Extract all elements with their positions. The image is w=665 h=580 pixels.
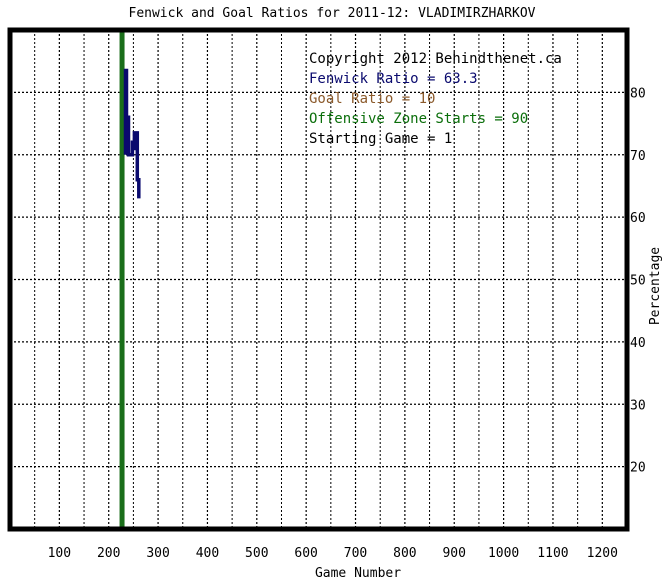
x-tick-label: 1100 xyxy=(537,546,568,561)
annotation-text: Copyright 2012 Behindthenet.ca xyxy=(309,51,562,67)
y-tick-label: 80 xyxy=(630,86,646,101)
y-tick-label: 40 xyxy=(630,336,646,351)
y-tick-label: 60 xyxy=(630,211,646,226)
x-tick-label: 100 xyxy=(48,546,71,561)
x-tick-label: 200 xyxy=(97,546,120,561)
plot-frame xyxy=(7,27,630,532)
chart-title: Fenwick and Goal Ratios for 2011-12: VLA… xyxy=(129,6,536,21)
x-tick-label: 600 xyxy=(294,546,317,561)
x-tick-label: 1000 xyxy=(488,546,519,561)
x-tick-label: 500 xyxy=(245,546,268,561)
annotation-text: Fenwick Ratio = 63.3 xyxy=(309,71,478,87)
annotations: Copyright 2012 Behindthenet.ca Fenwick Ra… xyxy=(309,51,562,147)
y-tick-labels: 20 30 40 50 60 70 80 xyxy=(630,86,646,475)
x-tick-label: 400 xyxy=(196,546,219,561)
y-tick-label: 70 xyxy=(630,149,646,164)
series-group xyxy=(123,68,141,199)
x-tick-label: 900 xyxy=(442,546,465,561)
x-tick-label: 800 xyxy=(393,546,416,561)
y-tick-label: 20 xyxy=(630,461,646,476)
fenwick-ratio-line xyxy=(123,68,141,199)
x-tick-labels: 100 200 300 400 500 600 700 800 900 1000 1100 1200 xyxy=(48,546,618,561)
annotation-text: Goal Ratio = 10 xyxy=(309,91,435,107)
x-tick-label: 700 xyxy=(344,546,367,561)
annotation-text: Offensive Zone Starts = 90 xyxy=(309,111,528,127)
y-axis-title: Percentage xyxy=(648,247,663,325)
x-axis-title: Game Number xyxy=(315,566,401,580)
x-tick-label: 300 xyxy=(146,546,169,561)
annotation-text: Starting Game = 1 xyxy=(309,131,452,147)
grid-lines xyxy=(10,29,627,529)
y-tick-label: 50 xyxy=(630,274,646,289)
x-tick-label: 1200 xyxy=(587,546,618,561)
y-tick-label: 30 xyxy=(630,398,646,413)
